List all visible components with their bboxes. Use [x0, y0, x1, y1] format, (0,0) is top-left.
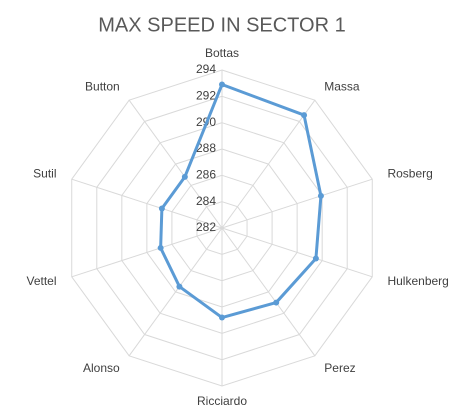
data-point — [219, 81, 225, 88]
data-point — [181, 173, 188, 180]
data-point — [176, 283, 183, 290]
spoke — [221, 227, 316, 357]
r-tick-label: 294 — [196, 62, 216, 76]
category-label: Rosberg — [387, 166, 432, 180]
category-label: Ricciardo — [197, 394, 247, 408]
category-label: Vettel — [26, 274, 56, 288]
spoke — [221, 178, 373, 229]
r-tick-label: 282 — [196, 220, 216, 234]
series-line — [159, 82, 323, 320]
spoke — [71, 178, 223, 229]
category-label: Button — [85, 79, 120, 93]
spoke — [128, 99, 223, 229]
r-tick-label: 288 — [196, 141, 216, 155]
category-label: Hulkenberg — [387, 274, 448, 288]
data-point — [273, 299, 280, 306]
data-point — [157, 244, 164, 251]
r-tick-label: 292 — [196, 89, 216, 103]
data-point — [158, 205, 165, 212]
r-tick-label: 286 — [196, 168, 216, 182]
category-label: Sutil — [33, 166, 56, 180]
data-point — [317, 192, 324, 199]
spoke — [71, 227, 223, 278]
data-point — [312, 255, 319, 262]
spoke — [221, 227, 373, 278]
category-label: Massa — [324, 79, 360, 93]
data-point — [219, 314, 225, 321]
category-label: Perez — [324, 361, 355, 375]
category-label: Bottas — [205, 46, 239, 60]
spoke — [128, 227, 223, 357]
category-label: Alonso — [83, 361, 120, 375]
data-point — [301, 112, 308, 119]
chart-title: MAX SPEED IN SECTOR 1 — [98, 14, 345, 36]
spoke — [221, 99, 316, 229]
r-tick-label: 284 — [196, 194, 216, 208]
